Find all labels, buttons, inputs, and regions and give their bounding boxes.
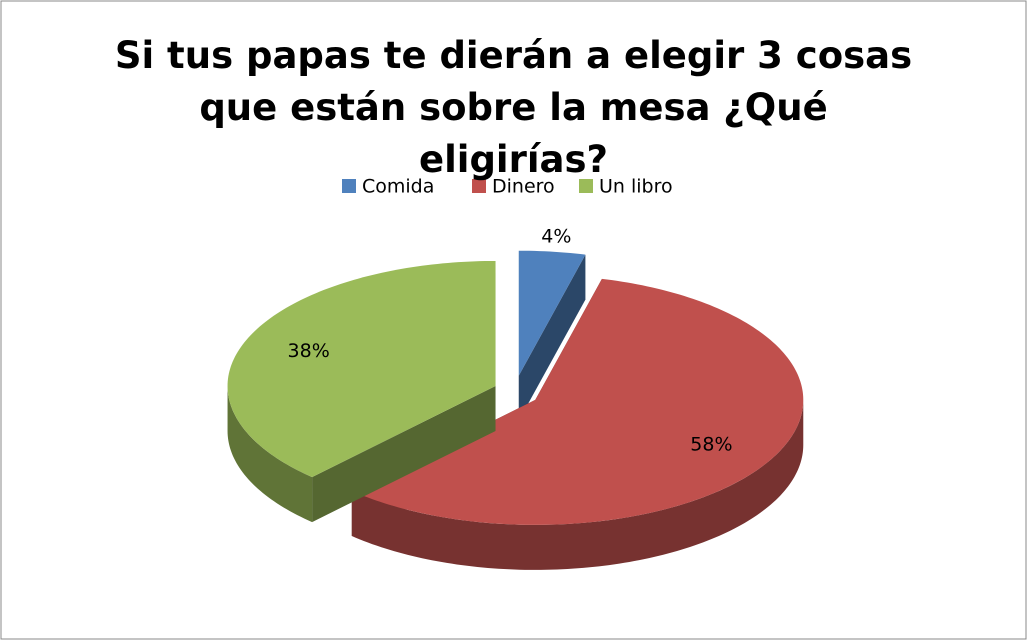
data-label: 4% bbox=[541, 225, 571, 247]
legend-swatch bbox=[342, 179, 356, 193]
legend-swatch bbox=[579, 179, 593, 193]
chart-title: Si tus papas te dierán a elegir 3 cosas … bbox=[114, 34, 913, 181]
pie-slice bbox=[518, 250, 586, 421]
slice-side bbox=[312, 385, 496, 523]
pie bbox=[227, 250, 804, 570]
slice-wall bbox=[227, 385, 313, 523]
slice-top bbox=[351, 278, 804, 525]
slice-side bbox=[518, 254, 586, 421]
legend-label: Comida bbox=[362, 176, 434, 198]
legend-swatch bbox=[472, 179, 486, 193]
slice-top bbox=[518, 250, 586, 376]
data-label: 38% bbox=[288, 340, 330, 362]
legend-label: Un libro bbox=[599, 176, 673, 198]
slice-wall bbox=[351, 399, 804, 570]
slice-top bbox=[227, 260, 496, 478]
legend-label: Dinero bbox=[492, 176, 555, 198]
data-label: 58% bbox=[690, 434, 732, 456]
pie-slice bbox=[227, 260, 496, 523]
